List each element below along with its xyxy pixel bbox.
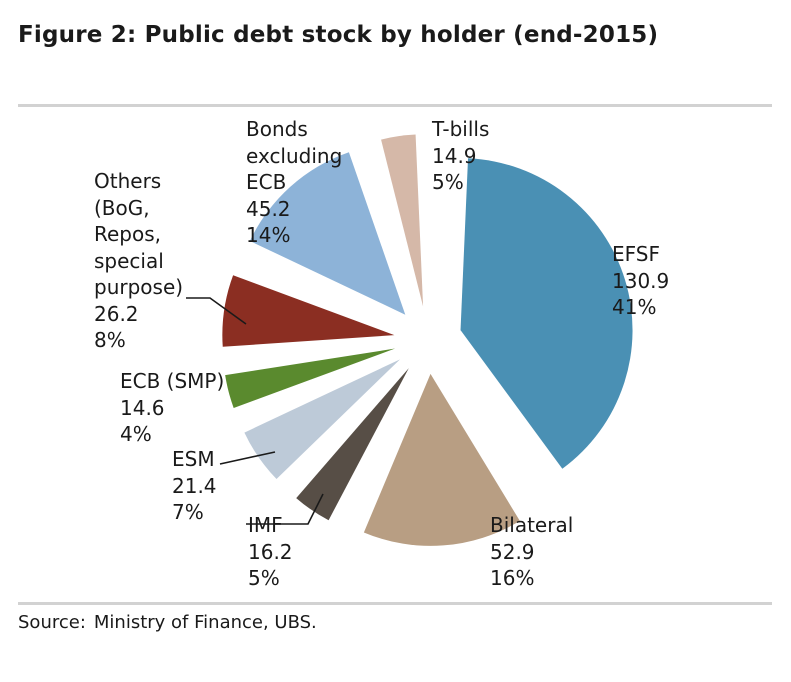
pie-slice-t-bills bbox=[381, 134, 424, 307]
source-label: Source: bbox=[18, 612, 86, 633]
source-text: Ministry of Finance, UBS. bbox=[93, 612, 317, 633]
leader-line bbox=[219, 451, 276, 465]
slice-label-efsf: EFSF 130.9 41% bbox=[612, 242, 670, 319]
source-note: Source: Ministry of Finance, UBS. bbox=[18, 612, 317, 633]
slice-label-imf: IMF 16.2 5% bbox=[248, 513, 293, 590]
slice-label-bilateral: Bilateral 52.9 16% bbox=[490, 513, 574, 590]
pie-slice-efsf bbox=[460, 158, 633, 469]
leader-line bbox=[246, 493, 324, 525]
pie-slice-bonds bbox=[249, 152, 406, 315]
pie-slice-others bbox=[222, 275, 395, 347]
top-rule bbox=[18, 104, 772, 107]
leader-line bbox=[186, 297, 247, 325]
chart-title: Figure 2: Public debt stock by holder (e… bbox=[18, 22, 659, 48]
slice-label-t-bills: T-bills 14.9 5% bbox=[432, 117, 490, 194]
slice-label-bonds: Bonds excluding ECB 45.2 14% bbox=[246, 117, 343, 247]
pie-slice-ecb-smp bbox=[225, 348, 396, 408]
slice-label-esm: ESM 21.4 7% bbox=[172, 447, 217, 524]
bottom-rule bbox=[18, 602, 772, 605]
pie-slice-bilateral bbox=[363, 373, 520, 546]
pie-slice-esm bbox=[244, 359, 401, 480]
slice-label-ecb-smp: ECB (SMP) 14.6 4% bbox=[120, 369, 225, 446]
pie-slice-imf bbox=[296, 368, 409, 521]
slice-label-others: Others (BoG, Repos, special purpose) 26.… bbox=[94, 169, 184, 352]
